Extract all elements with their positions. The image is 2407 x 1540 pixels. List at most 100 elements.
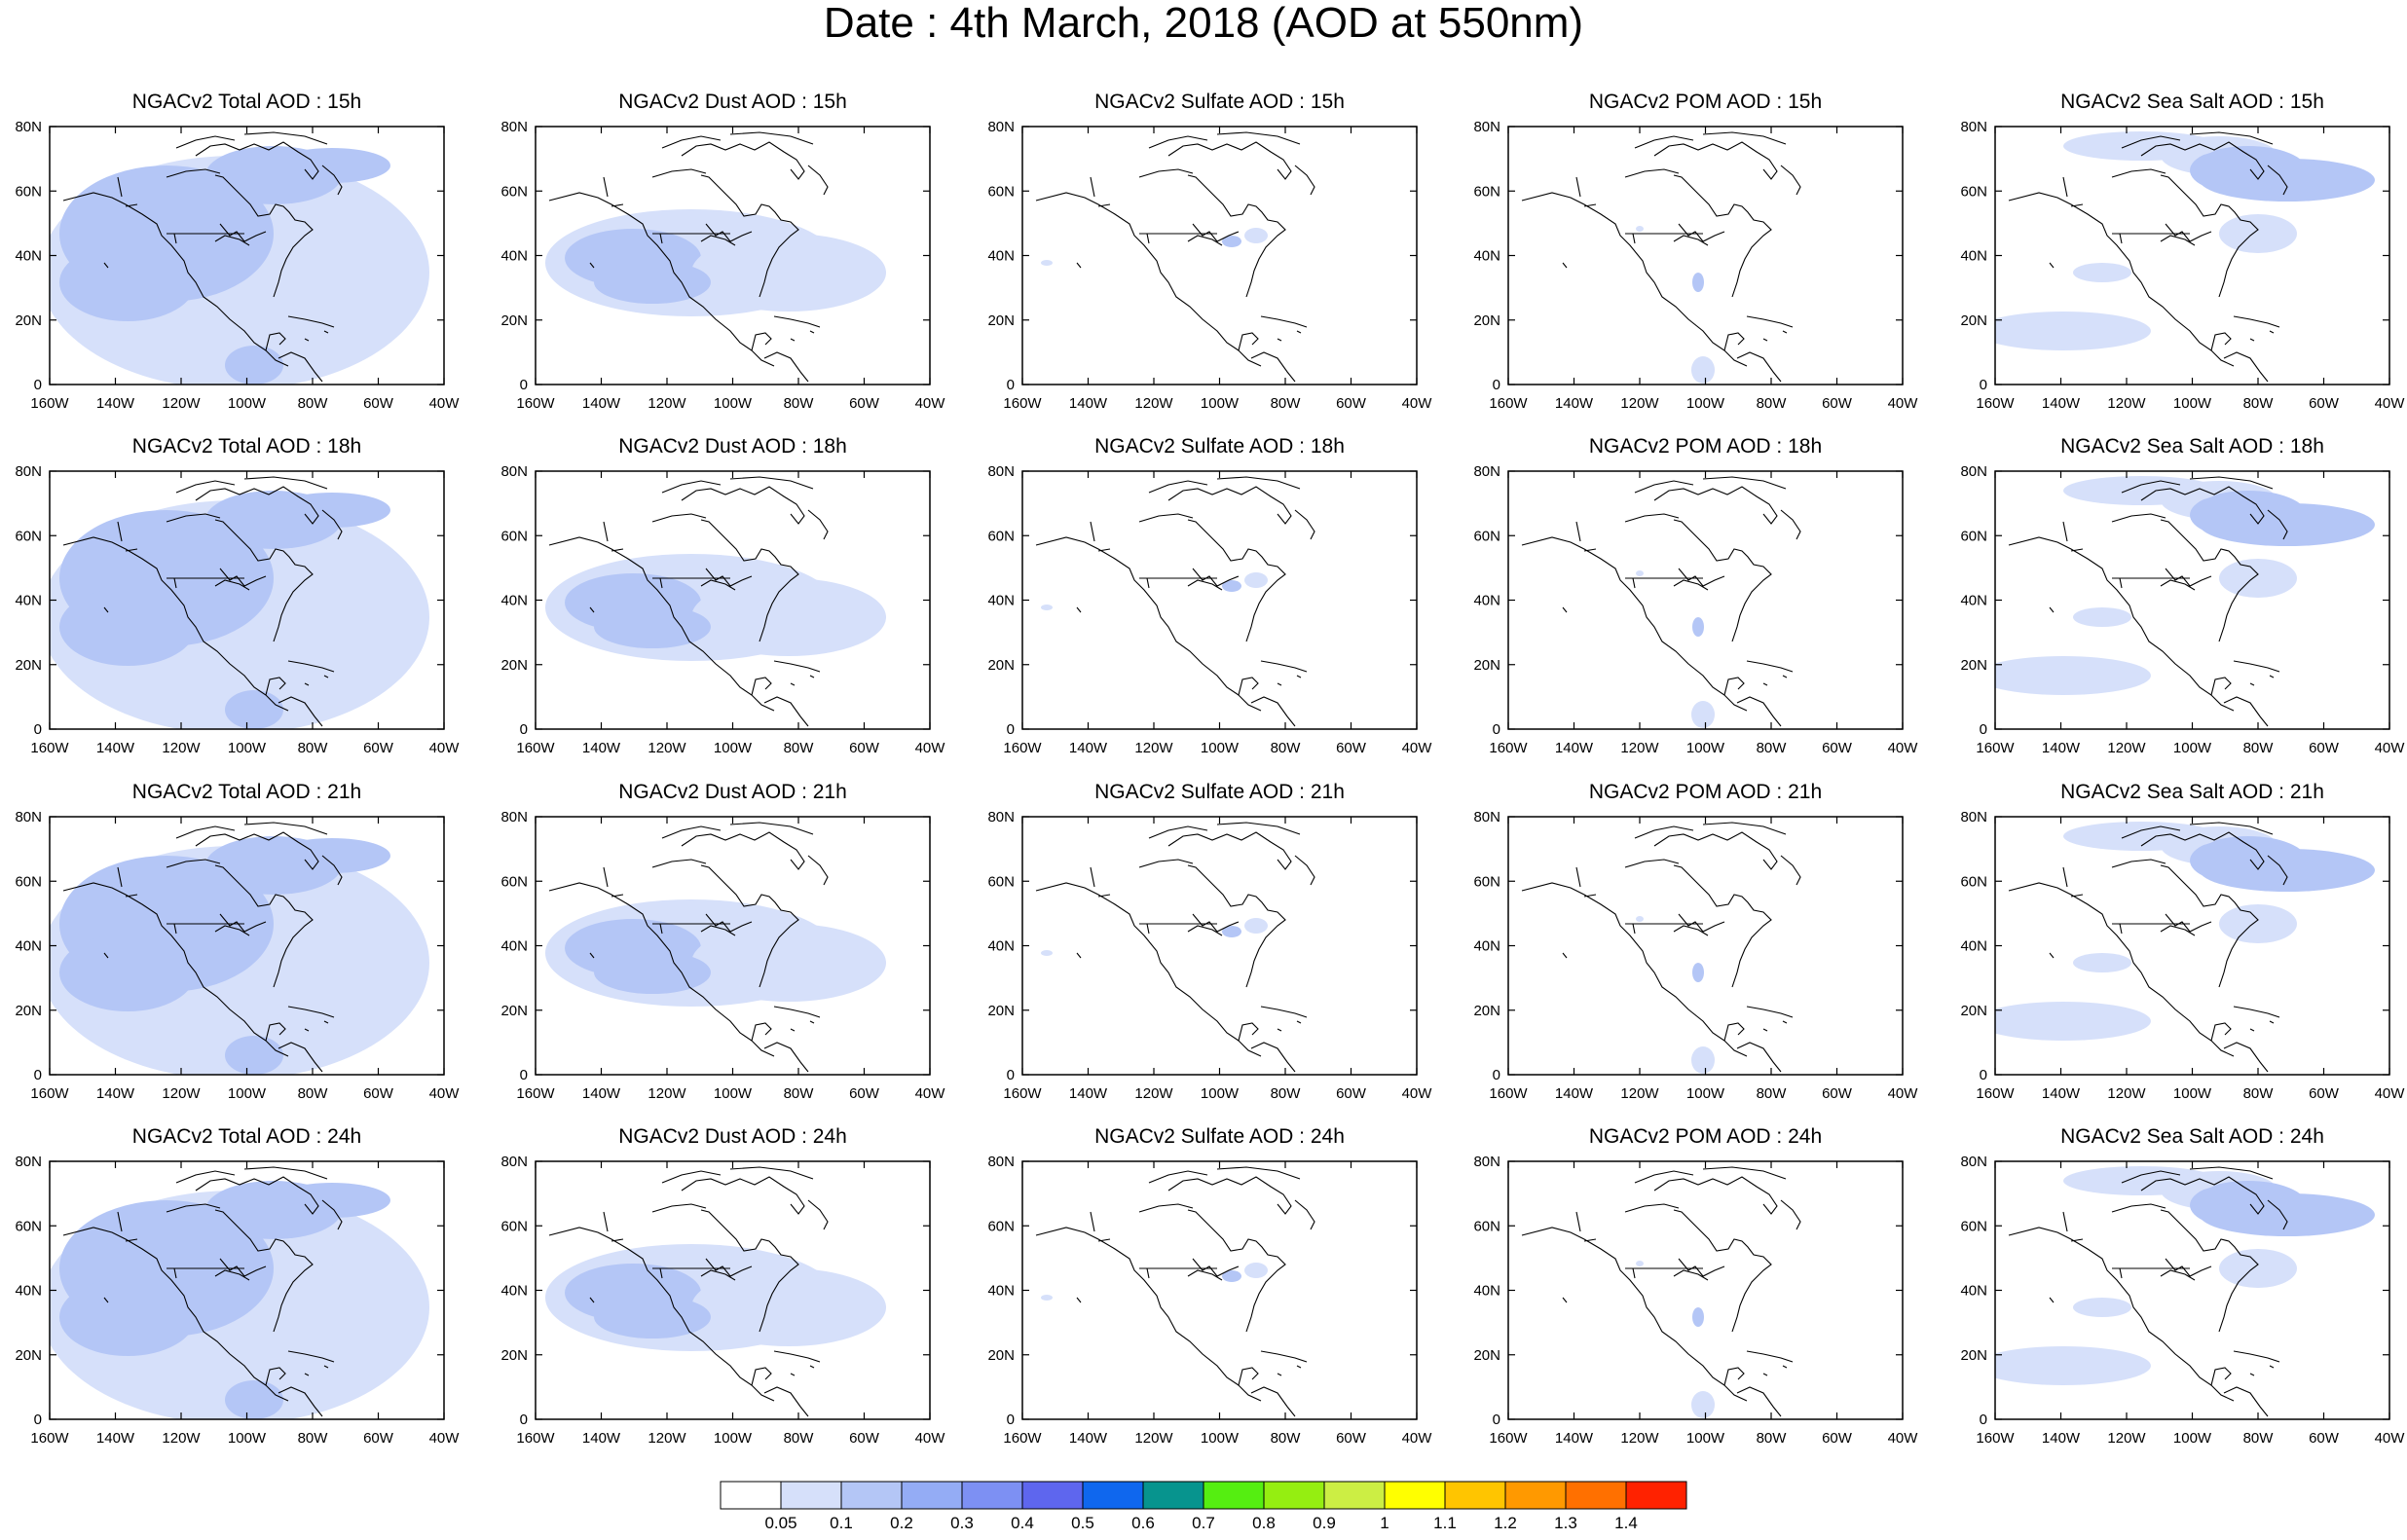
aod-plume-4 <box>1995 1346 2151 1385</box>
lon-tick-label: 100W <box>2173 1430 2212 1447</box>
map-panel-sulfate-3: 160W 140W 120W 100W 80W 60W 40W 0 20N 40N 60N 80N <box>987 1154 1432 1447</box>
panel-title-dust-3: NGACv2 Dust AOD : 24h <box>618 1125 847 1148</box>
lon-tick-label: 100W <box>1201 1085 1240 1102</box>
aod-plume-3 <box>274 1183 390 1218</box>
coastline <box>2008 822 2288 1073</box>
lat-tick-label: 20N <box>1960 312 1987 329</box>
lon-tick-label: 120W <box>162 1085 201 1102</box>
lat-tick-label: 40N <box>1960 1283 1987 1300</box>
map-panel-dust-0: 160W 140W 120W 100W 80W 60W 40W 0 20N 40N 60N 80N <box>500 119 945 412</box>
map-panel-pom-0: 160W 140W 120W 100W 80W 60W 40W 0 20N 40N 60N 80N <box>1473 119 1918 412</box>
lon-tick-label: 40W <box>1888 740 1919 756</box>
lon-tick-label: 160W <box>1003 1085 1042 1102</box>
lon-tick-label: 80W <box>784 395 815 412</box>
colorbar-swatch <box>1625 1481 1687 1510</box>
panel-title-seasalt-1: NGACv2 Sea Salt AOD : 18h <box>2060 435 2324 458</box>
lon-tick-label: 40W <box>1888 1085 1919 1102</box>
lon-tick-label: 60W <box>849 740 880 756</box>
lon-tick-label: 80W <box>1271 1085 1302 1102</box>
colorbar-swatch <box>1082 1481 1144 1510</box>
lat-tick-label: 20N <box>500 1347 528 1364</box>
lon-tick-label: 140W <box>1069 1430 1108 1447</box>
aod-plume-2 <box>691 578 886 656</box>
aod-plume-5 <box>244 277 322 346</box>
lon-tick-label: 60W <box>1336 1430 1367 1447</box>
lon-tick-label: 80W <box>2243 1085 2275 1102</box>
lon-tick-label: 160W <box>1976 395 2015 412</box>
lat-tick-label: 40N <box>500 938 528 955</box>
lat-tick-label: 40N <box>1473 1283 1500 1300</box>
lat-tick-label: 80N <box>1473 1154 1500 1170</box>
lon-tick-label: 40W <box>2375 1430 2406 1447</box>
lat-tick-label: 20N <box>1473 657 1500 674</box>
aod-plume-6 <box>303 1259 420 1356</box>
lat-tick-label: 60N <box>1473 873 1500 890</box>
lat-tick-label: 60N <box>987 528 1015 544</box>
lon-tick-label: 60W <box>2309 395 2340 412</box>
coastline <box>1521 822 1801 1073</box>
map-panel-total-1: 160W 140W 120W 100W 80W 60W 40W 0 20N 40N 60N 80N <box>15 463 460 756</box>
aod-plume-5 <box>2219 214 2297 253</box>
aod-plume-0 <box>1222 1270 1241 1282</box>
aod-plume-6 <box>2073 1298 2131 1317</box>
coastline <box>1035 131 1315 383</box>
lon-tick-label: 140W <box>2042 740 2081 756</box>
coastline <box>548 822 829 1073</box>
map-panel-pom-2: 160W 140W 120W 100W 80W 60W 40W 0 20N 40N 60N 80N <box>1473 809 1918 1102</box>
aod-plume-4 <box>59 588 196 666</box>
coastline <box>62 476 343 727</box>
lon-tick-label: 100W <box>714 1430 753 1447</box>
panel-title-total-1: NGACv2 Total AOD : 18h <box>131 435 362 458</box>
main-title: Date : 4th March, 2018 (AOD at 550nm) <box>823 0 1584 47</box>
lon-tick-label: 40W <box>1888 1430 1919 1447</box>
panel-title-pom-2: NGACv2 POM AOD : 21h <box>1588 781 1823 803</box>
aod-plume-0 <box>1222 926 1241 937</box>
colorbar-label: 0.5 <box>1071 1514 1094 1532</box>
lon-tick-label: 160W <box>1976 1085 2015 1102</box>
aod-plume-1 <box>1244 572 1268 588</box>
aod-field <box>545 476 886 727</box>
lat-tick-label: 80N <box>1960 119 1987 135</box>
aod-plume-1 <box>1691 1391 1715 1418</box>
lon-tick-label: 160W <box>1976 740 2015 756</box>
lat-tick-label: 0 <box>34 721 42 738</box>
colorbar-label: 0.7 <box>1192 1514 1215 1532</box>
colorbar-label: 0.1 <box>830 1514 853 1532</box>
lat-tick-label: 40N <box>500 1283 528 1300</box>
map-panel-pom-3: 160W 140W 120W 100W 80W 60W 40W 0 20N 40N 60N 80N <box>1473 1154 1918 1447</box>
lon-tick-label: 40W <box>2375 1085 2406 1102</box>
colorbar-swatch <box>901 1481 963 1510</box>
map-frame <box>1021 816 1418 1076</box>
map-panel-seasalt-2: 160W 140W 120W 100W 80W 60W 40W 0 20N 40N 60N 80N <box>1960 809 2405 1102</box>
colorbar-label: 0.4 <box>1011 1514 1034 1532</box>
lon-tick-label: 120W <box>2107 395 2146 412</box>
lon-tick-label: 120W <box>648 1430 686 1447</box>
lat-tick-label: 0 <box>1007 721 1015 738</box>
lon-tick-label: 80W <box>1757 1085 1788 1102</box>
coastline <box>1035 1166 1315 1417</box>
lon-tick-label: 100W <box>1686 1430 1725 1447</box>
lat-tick-label: 20N <box>987 312 1015 329</box>
aod-plume-2 <box>1041 950 1053 956</box>
lon-tick-label: 60W <box>1822 1430 1853 1447</box>
lat-tick-label: 0 <box>1980 377 1987 393</box>
aod-plume-3 <box>274 493 390 528</box>
lat-tick-label: 0 <box>520 1412 528 1428</box>
coastline <box>1521 1166 1801 1417</box>
aod-plume-6 <box>2073 607 2131 627</box>
lon-tick-label: 160W <box>1003 740 1042 756</box>
lat-tick-label: 0 <box>34 377 42 393</box>
aod-plume-3 <box>2063 131 2219 161</box>
lat-tick-label: 0 <box>1007 377 1015 393</box>
aod-plume-4 <box>1995 656 2151 695</box>
lat-tick-label: 40N <box>1960 593 1987 609</box>
lon-tick-label: 140W <box>1555 1430 1594 1447</box>
panel-title-pom-1: NGACv2 POM AOD : 18h <box>1588 435 1823 458</box>
lon-tick-label: 100W <box>228 740 267 756</box>
map-frame <box>1507 1160 1904 1420</box>
lon-tick-label: 100W <box>1201 395 1240 412</box>
lat-tick-label: 20N <box>500 657 528 674</box>
lon-tick-label: 100W <box>714 395 753 412</box>
lat-tick-label: 60N <box>500 1218 528 1234</box>
lon-tick-label: 80W <box>298 1430 329 1447</box>
